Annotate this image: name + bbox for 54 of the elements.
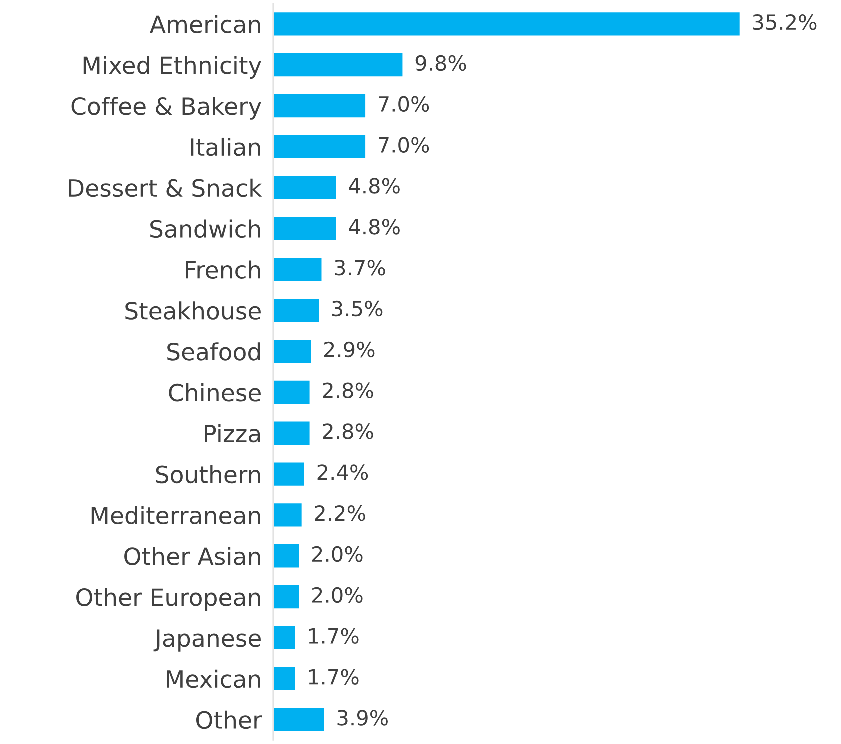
bar (273, 338, 313, 365)
y-tick-label: Seafood (168, 342, 260, 361)
bar (273, 625, 297, 651)
bar (273, 706, 326, 733)
data-label: 9.8% (416, 55, 466, 72)
bar (273, 256, 324, 283)
data-label: 2.9% (324, 342, 375, 358)
data-label: 2.2% (315, 506, 366, 522)
y-tick-label: Pizza (205, 424, 260, 443)
bar (273, 174, 338, 201)
y-tick-label: Mixed Ethnicity (84, 56, 262, 79)
bar (273, 666, 297, 692)
y-tick-label: American (150, 15, 260, 34)
bar (273, 584, 301, 610)
data-label: 4.8% (349, 178, 400, 194)
y-tick-label: Other (196, 710, 262, 730)
bar (273, 52, 404, 78)
data-label: 1.7% (309, 669, 359, 685)
data-label: 7.0% (379, 137, 430, 153)
bar (273, 216, 338, 242)
bar (273, 420, 312, 446)
data-label: 35.2% (753, 14, 817, 30)
y-tick-label: French (186, 260, 260, 280)
bar (273, 93, 367, 119)
y-tick-label: Other Asian (124, 547, 260, 566)
bar (273, 134, 367, 160)
data-label: 2.0% (312, 587, 363, 604)
data-label: 2.8% (323, 382, 374, 399)
data-label: 1.7% (309, 628, 359, 644)
y-tick-label: Mexican (167, 670, 260, 688)
data-label: 2.4% (318, 464, 368, 480)
data-label: 2.8% (323, 424, 374, 440)
bar (273, 379, 312, 406)
data-label: 3.5% (332, 300, 383, 317)
y-tick-label: Mediterranean (92, 506, 260, 525)
y-tick-label: Japanese (154, 630, 261, 652)
y-tick-label: Coffee & Bakery (72, 97, 262, 120)
data-label: 2.0% (312, 546, 363, 562)
data-label: 7.0% (379, 96, 430, 112)
data-label: 3.9% (338, 710, 388, 726)
y-tick-label: Southern (156, 465, 260, 484)
bar (273, 11, 742, 38)
y-tick-label: Chinese (169, 383, 261, 402)
bar (273, 298, 320, 324)
y-tick-label: Dessert & Snack (69, 178, 262, 198)
y-tick-label: Other European (76, 588, 260, 611)
bar (273, 461, 306, 488)
y-tick-label: Italian (191, 138, 260, 156)
bar (273, 543, 301, 570)
y-tick-label: Sandwich (150, 220, 260, 238)
data-label: 4.8% (349, 219, 400, 235)
data-label: 3.7% (335, 260, 386, 276)
bar (273, 502, 304, 528)
y-tick-label: Steakhouse (126, 302, 261, 320)
